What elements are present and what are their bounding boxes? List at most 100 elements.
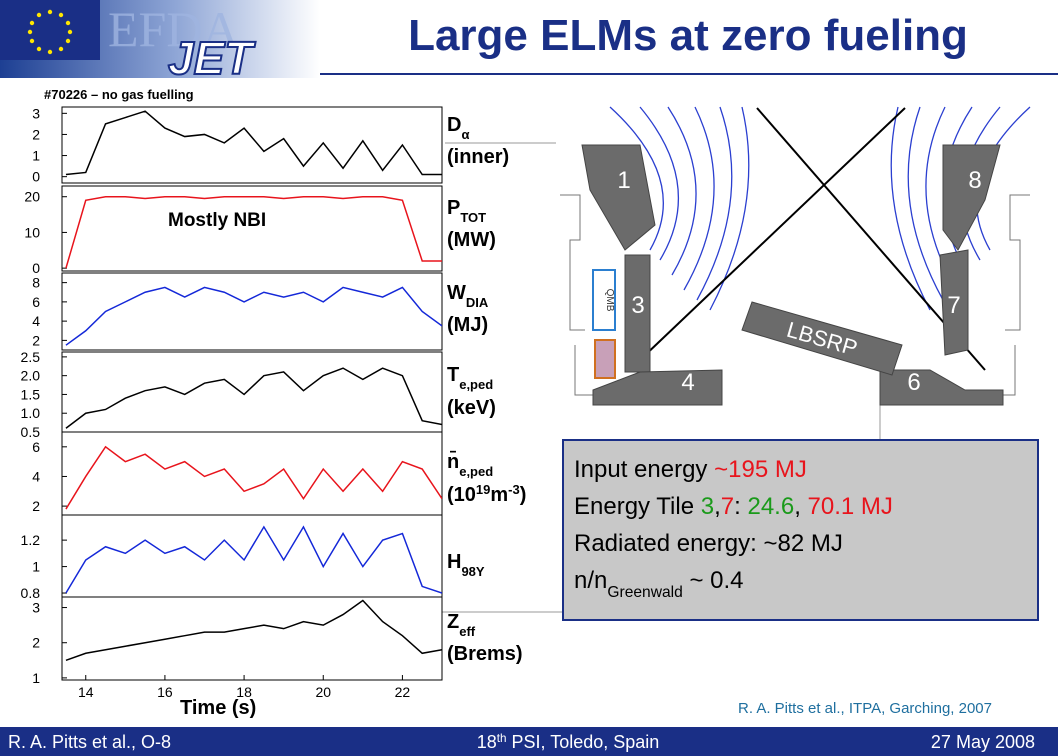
y-tick-label: 2: [32, 498, 40, 514]
panel-frame: [61, 272, 443, 351]
text-segment: Energy Tile: [574, 493, 701, 520]
panel-frame: [61, 514, 443, 598]
y-tick-label: 2: [32, 635, 40, 651]
text-segment: α: [461, 127, 469, 142]
panel-label: Te,ped: [447, 364, 493, 392]
x-tick-label: 14: [78, 684, 94, 700]
y-tick-label: 2: [32, 332, 40, 348]
text-segment: 24.6: [747, 493, 794, 520]
panel-label: (MJ): [447, 314, 488, 336]
text-segment: P: [447, 197, 460, 219]
text-segment: ~195 MJ: [714, 456, 807, 483]
tile-label: 4: [681, 369, 694, 396]
text-segment: e,ped: [459, 377, 493, 392]
y-tick-label: 2.0: [21, 368, 41, 384]
info-line: Radiated energy: ~82 MJ: [574, 530, 843, 557]
x-axis-label: Time (s): [180, 697, 256, 719]
y-tick-label: 20: [24, 189, 40, 205]
text-segment: ): [520, 484, 527, 506]
text-segment: H: [447, 551, 461, 573]
text-segment: ,: [714, 493, 721, 520]
panel-label: H98Y: [447, 551, 485, 579]
text-segment: 98Y: [461, 564, 484, 579]
y-tick-label: 0.5: [21, 424, 41, 440]
text-segment: D: [447, 114, 461, 136]
panel-label: (keV): [447, 397, 496, 419]
panel-label: WDIA: [447, 282, 489, 310]
text-segment: (inner): [447, 146, 509, 168]
y-tick-label: 1: [32, 670, 40, 686]
info-line: Energy Tile 3,7: 24.6, 70.1 MJ: [574, 493, 893, 520]
text-segment: 7: [721, 493, 734, 520]
panel-label: n̄e,ped: [447, 451, 493, 479]
text-segment: eff: [459, 624, 476, 639]
trace: [65, 286, 442, 346]
trace: [65, 599, 442, 662]
y-tick-label: 8: [32, 275, 40, 291]
y-tick-label: 1.2: [21, 532, 41, 548]
text-segment: (keV): [447, 397, 496, 419]
trace: [65, 367, 442, 429]
logo-efda: EFDA: [108, 1, 239, 57]
trace: [65, 195, 442, 269]
y-tick-label: 2: [32, 126, 40, 142]
panel-label: (Brems): [447, 643, 523, 665]
y-tick-label: 6: [32, 294, 40, 310]
text-segment: (10: [447, 484, 476, 506]
y-tick-label: 6: [32, 439, 40, 455]
panel-frame: [61, 431, 443, 516]
text-segment: TOT: [460, 210, 486, 225]
panel-label: Zeff: [447, 611, 476, 639]
text-segment: n/n: [574, 567, 607, 594]
text-segment: (MJ): [447, 314, 488, 336]
trace: [65, 525, 442, 594]
text-segment: (MW): [447, 229, 496, 251]
x-tick-label: 16: [157, 684, 173, 700]
x-tick-label: 18: [236, 684, 252, 700]
text-segment: 70.1 MJ: [808, 493, 893, 520]
text-segment: -3: [508, 482, 520, 497]
text-segment: :: [734, 493, 747, 520]
text-segment: 19: [476, 482, 490, 497]
panel-frame: [61, 596, 443, 681]
annotation: Mostly NBI: [168, 210, 266, 231]
text-segment: 3: [701, 493, 714, 520]
y-tick-label: 4: [32, 313, 40, 329]
y-tick-label: 2.5: [21, 349, 41, 365]
shot-note: #70226 – no gas fuelling: [44, 87, 194, 102]
y-tick-label: 3: [32, 105, 40, 121]
info-box: [562, 439, 1039, 621]
text-segment: T: [447, 364, 459, 386]
footer-bar: [0, 727, 1058, 756]
text-segment: Input energy: [574, 456, 714, 483]
text-segment: 18: [477, 732, 497, 752]
tile-label: 6: [907, 369, 920, 396]
logo-jet: JET: [168, 32, 256, 84]
text-segment: Radiated energy: ~82 MJ: [574, 530, 843, 557]
text-segment: (Brems): [447, 643, 523, 665]
y-tick-label: 0: [32, 169, 40, 185]
panel-frame: [61, 185, 443, 272]
panel-label: (1019m-3): [447, 482, 526, 507]
eu-stars: [27, 9, 73, 55]
y-tick-label: 0: [32, 260, 40, 276]
x-tick-label: 22: [395, 684, 411, 700]
y-tick-label: 1: [32, 148, 40, 164]
qmb-label: QMB: [604, 289, 615, 312]
text-segment: Greenwald: [607, 584, 682, 601]
text-segment: e,ped: [459, 464, 493, 479]
panel-frame: [61, 351, 443, 433]
text-segment: ,: [794, 493, 807, 520]
footer-right: 27 May 2008: [931, 732, 1035, 752]
tile-label: 8: [968, 167, 981, 194]
x-tick-label: 20: [315, 684, 331, 700]
y-tick-label: 4: [32, 468, 40, 484]
footer-center: 18th PSI, Toledo, Spain: [477, 732, 660, 753]
panel-label: (MW): [447, 229, 496, 251]
divertor-diagram: [560, 106, 1031, 406]
y-tick-label: 1.0: [21, 405, 41, 421]
trace: [65, 110, 442, 176]
text-segment: W: [447, 282, 466, 304]
panel-label: Dα: [447, 114, 469, 142]
